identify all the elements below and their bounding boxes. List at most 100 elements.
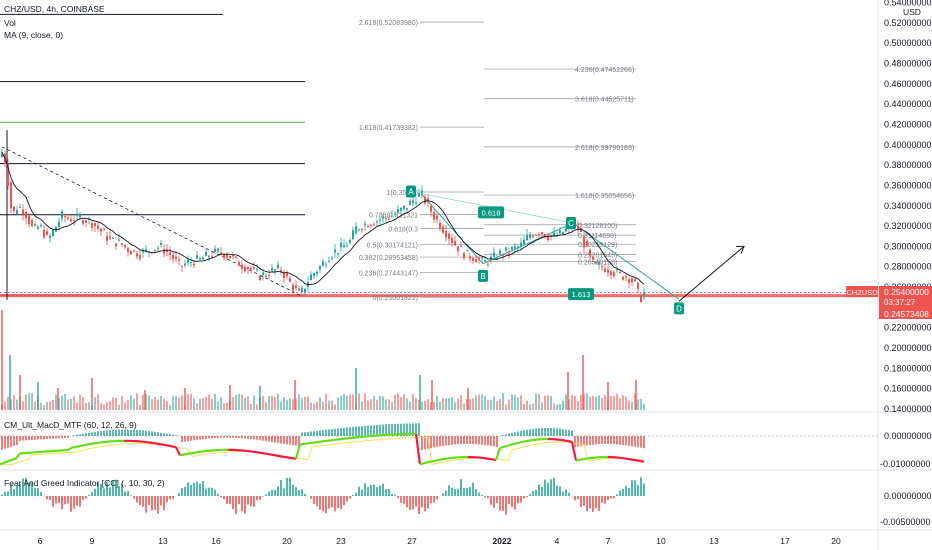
candle-body [619,271,621,273]
macd-histogram-bar [511,432,513,436]
fear-greed-bar [10,484,12,496]
fear-greed-bar [517,496,519,504]
fear-greed-bar [484,496,486,498]
candle-body [238,262,240,266]
candle-body [265,275,267,277]
macd-line-segment [283,455,289,459]
candle-body [412,200,414,204]
candle-body [40,225,42,227]
macd-histogram-bar [250,436,252,440]
volume-bar [562,400,564,410]
macd-histogram-bar [403,423,405,436]
macd-line-segment [587,456,593,460]
macd-histogram-bar [406,423,408,436]
macd-histogram-bar [292,436,294,446]
fear-greed-bar [100,483,102,496]
fear-greed-bar [106,481,108,496]
volume-bar [202,397,204,410]
volume-bar [229,385,231,410]
volume-bar [19,375,21,410]
volume-bar [400,397,402,410]
candle-body [115,243,117,247]
volume-bar [493,396,495,410]
macd-histogram-bar [454,436,456,445]
macd-histogram-bar [241,436,243,439]
fear-greed-bar [628,488,630,496]
volume-bar [352,394,354,410]
macd-tick-label: 0.00000000 [884,431,932,441]
fear-greed-bar [16,485,18,496]
fear-greed-bar [298,490,300,496]
macd-histogram-bar [520,430,522,436]
candle-body [520,242,522,246]
candle-body [19,206,21,208]
macd-histogram-bar [139,430,141,436]
volume-bar [163,399,165,410]
volume-bar [571,394,573,410]
candle-body [616,269,618,271]
volume-bar [79,394,81,410]
macd-histogram-bar [136,429,138,436]
macd-histogram-bar [73,435,75,436]
fear-greed-bar [235,496,237,514]
fear-greed-bar [211,487,213,496]
ratio-badge [568,288,594,301]
fear-greed-bar [265,494,267,496]
fear-greed-bar [592,496,594,512]
fear-greed-bar [388,488,390,496]
ratio-badge [478,206,504,219]
fear-greed-bar [217,493,219,496]
macd-histogram-bar [244,436,246,439]
volume-bar [46,401,48,410]
fib-level-label: 1(0.35346 [386,190,418,197]
candle-body [376,221,378,223]
macd-histogram-bar [280,436,282,444]
macd-line-segment [487,457,493,461]
volume-bar [643,403,645,410]
macd-histogram-bar [424,436,426,450]
fear-greed-bar [52,496,54,507]
volume-bar [235,394,237,410]
fear-greed-bar [322,496,324,512]
fear-greed-bar [139,496,141,505]
candle-body [583,236,585,248]
volume-bar [635,380,637,410]
macd-histogram-bar [253,436,255,440]
fear-greed-bar [391,493,393,496]
macd-histogram-bar [391,424,393,436]
macd-histogram-bar [310,431,312,436]
macd-histogram-bar [598,436,600,445]
volume-bar [268,395,270,410]
fear-greed-bar [55,496,57,504]
macd-histogram-bar [91,432,93,436]
fear-greed-bar [193,482,195,496]
macd-histogram-bar [142,430,144,436]
volume-bar [334,404,336,410]
volume-bar [208,394,210,410]
candle-body [172,254,174,260]
fear-greed-bar [457,488,459,496]
candle-body [217,248,219,252]
fear-greed-bar [562,491,564,496]
macd-histogram-bar [190,436,192,441]
candle-body [634,278,636,282]
macd-histogram-bar [109,430,111,436]
candle-body [403,205,405,209]
last-price-value: 0.25400000 [884,287,929,297]
fear-greed-bar [460,479,462,496]
candle-body [529,234,531,239]
fib-level-label: 0.786(0.331321 [369,213,418,220]
macd-histogram-bar [283,436,285,444]
projection-arrowhead [736,245,745,254]
fear-greed-bar [37,488,39,496]
macd-histogram-bar [580,436,582,447]
fear-greed-bar [559,486,561,496]
fear-greed-bar [145,496,147,513]
macd-histogram-bar [493,436,495,447]
volume-bar [289,398,291,410]
fear-greed-pane [1,477,645,515]
candle-body [316,271,318,274]
fear-greed-bar [643,483,645,496]
macd-histogram-bar [448,436,450,446]
